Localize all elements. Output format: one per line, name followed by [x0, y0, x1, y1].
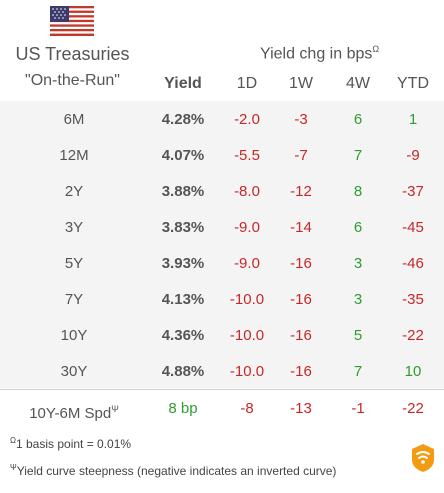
change-4w-cell: 8 [353, 183, 363, 200]
omega-footnote-marker: Ω [10, 436, 16, 445]
psi-footnote-marker: Ψ [10, 463, 17, 472]
change-ytd-cell: 10 [404, 363, 422, 380]
change-1w-cell: -14 [290, 219, 312, 236]
table-row: 2Y 3.88% -8.0 -12 8 -37 [0, 174, 444, 210]
table-row: 30Y 4.88% -10.0 -16 7 10 [0, 354, 444, 390]
change-1w-cell: -12 [290, 183, 312, 200]
change-ytd-cell: -37 [402, 183, 424, 200]
yield-change-header: Yield chg in bpsΩ [260, 44, 379, 63]
tenor-cell: 5Y [64, 255, 84, 272]
yield-cell: 4.28% [161, 111, 205, 128]
tenor-cell: 10Y [60, 327, 88, 344]
table-row: 5Y 3.93% -9.0 -16 3 -46 [0, 246, 444, 282]
change-1d-cell: -2.0 [234, 111, 260, 128]
column-header-1d: 1D [236, 75, 258, 92]
brand-logo-icon [412, 444, 434, 472]
column-header-ytd: YTD [397, 75, 429, 92]
change-ytd-cell: -9 [406, 147, 420, 164]
change-4w-cell: 6 [353, 219, 363, 236]
yield-cell: 4.13% [161, 291, 205, 308]
omega-footnote-marker: Ω [372, 44, 380, 54]
tenor-cell: 6M [63, 111, 85, 128]
spread-change-4w-cell: -1 [351, 400, 365, 417]
change-1d-cell: -9.0 [234, 219, 260, 236]
yield-cell: 3.88% [161, 183, 205, 200]
change-ytd-cell: -46 [402, 255, 424, 272]
change-4w-cell: 3 [353, 255, 363, 272]
column-header-1w: 1W [289, 75, 313, 92]
change-4w-cell: 7 [353, 147, 363, 164]
tenor-cell: 7Y [64, 291, 84, 308]
yield-change-header-label: Yield chg in bps [260, 45, 373, 63]
yield-cell: 4.07% [161, 147, 205, 164]
table-row: 3Y 3.83% -9.0 -14 6 -45 [0, 210, 444, 246]
column-header-yield: Yield [164, 75, 202, 92]
change-1d-cell: -10.0 [229, 327, 265, 344]
yield-cell: 3.83% [161, 219, 205, 236]
table-row: 7Y 4.13% -10.0 -16 3 -35 [0, 282, 444, 318]
yield-cell: 3.93% [161, 255, 205, 272]
change-4w-cell: 3 [353, 291, 363, 308]
spread-row: 10Y-6M SpdΨ 8 bp -8 -13 -1 -22 [0, 391, 444, 427]
change-1w-cell: -7 [294, 147, 308, 164]
psi-footnote-marker: Ψ [111, 404, 119, 414]
change-1w-cell: -16 [290, 363, 312, 380]
footnote-basis-point-text: 1 basis point = 0.01% [15, 437, 132, 451]
us-flag-icon [50, 6, 94, 36]
change-1d-cell: -5.5 [234, 147, 260, 164]
change-1w-cell: -16 [290, 255, 312, 272]
spread-value-cell: 8 bp [168, 400, 198, 417]
yield-cell: 4.36% [161, 327, 205, 344]
change-4w-cell: 7 [353, 363, 363, 380]
spread-change-1w-cell: -13 [290, 400, 312, 417]
tenor-cell: 30Y [60, 363, 88, 380]
change-1d-cell: -9.0 [234, 255, 260, 272]
change-ytd-cell: -22 [402, 327, 424, 344]
change-1w-cell: -16 [290, 327, 312, 344]
change-4w-cell: 6 [353, 111, 363, 128]
table-subtitle: "On-the-Run" [25, 72, 120, 89]
tenor-cell: 2Y [64, 183, 84, 200]
table-background [0, 101, 444, 388]
yield-cell: 4.88% [161, 363, 205, 380]
change-1d-cell: -10.0 [229, 363, 265, 380]
change-1d-cell: -8.0 [234, 183, 260, 200]
table-row: 6M 4.28% -2.0 -3 6 1 [0, 102, 444, 138]
spread-label-cell: 10Y-6M SpdΨ [0, 391, 148, 427]
spread-label: 10Y-6M Spd [29, 405, 112, 422]
tenor-cell: 12M [59, 147, 89, 164]
table-row: 12M 4.07% -5.5 -7 7 -9 [0, 138, 444, 174]
change-1w-cell: -3 [294, 111, 308, 128]
spread-change-1d-cell: -8 [240, 400, 254, 417]
spread-change-ytd-cell: -22 [402, 400, 424, 417]
table-divider [0, 389, 444, 390]
tenor-cell: 3Y [64, 219, 84, 236]
change-ytd-cell: -35 [402, 291, 424, 308]
footnote-curve-steepness: ΨYield curve steepness (negative indicat… [10, 463, 336, 478]
change-ytd-cell: 1 [408, 111, 418, 128]
change-4w-cell: 5 [353, 327, 363, 344]
change-1d-cell: -10.0 [229, 291, 265, 308]
table-title: US Treasuries [15, 44, 130, 64]
change-1w-cell: -16 [290, 291, 312, 308]
footnote-curve-steepness-text: Yield curve steepness (negative indicate… [16, 464, 337, 478]
column-header-4w: 4W [346, 75, 370, 92]
change-ytd-cell: -45 [402, 219, 424, 236]
table-row: 10Y 4.36% -10.0 -16 5 -22 [0, 318, 444, 354]
footnote-basis-point: Ω1 basis point = 0.01% [10, 436, 131, 451]
